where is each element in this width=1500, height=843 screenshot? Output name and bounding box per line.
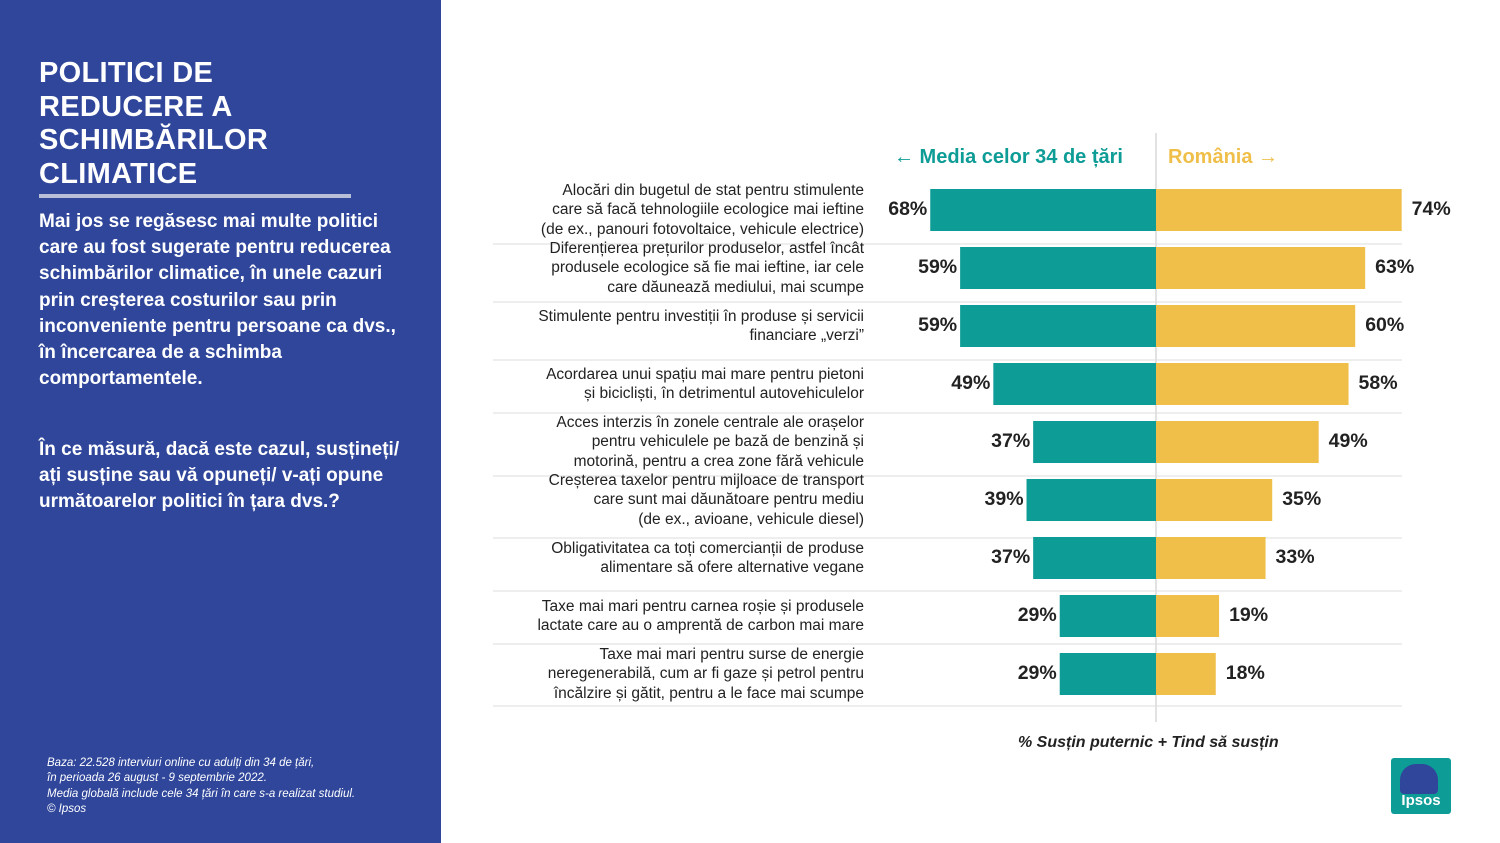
category-label: Alocări din bugetul de stat pentru stimu… xyxy=(540,181,864,238)
bar-global-average xyxy=(960,305,1156,347)
category-label: Creșterea taxelor pentru mijloace de tra… xyxy=(548,471,864,528)
title-divider xyxy=(39,194,351,198)
value-label-global-average: 59% xyxy=(918,314,958,336)
bar-romania xyxy=(1156,305,1356,347)
bar-global-average xyxy=(1059,653,1156,695)
page-title: POLITICI DE REDUCERE A SCHIMBĂRILOR CLIM… xyxy=(39,57,269,190)
bar-global-average xyxy=(960,247,1156,289)
bar-romania xyxy=(1156,595,1220,637)
value-label-global-average: 37% xyxy=(991,546,1031,568)
value-label-global-average: 59% xyxy=(918,256,958,278)
category-label: Acordarea unui spațiu mai mare pentru pi… xyxy=(546,365,864,403)
value-label-romania: 49% xyxy=(1328,430,1368,452)
category-label: Stimulente pentru investiții în produse … xyxy=(538,307,864,345)
value-label-romania: 18% xyxy=(1225,662,1265,684)
category-label: Diferențierea prețurilor produselor, ast… xyxy=(549,239,864,296)
ipsos-logo: Ipsos xyxy=(1391,758,1451,814)
footnote: Baza: 22.528 interviuri online cu adulți… xyxy=(47,756,427,817)
category-label: Acces interzis în zonele centrale ale or… xyxy=(556,413,864,470)
value-label-romania: 60% xyxy=(1365,314,1405,336)
value-label-global-average: 37% xyxy=(991,430,1031,452)
footnote-line: Media globală include cele 34 țări în ca… xyxy=(47,787,356,800)
bar-romania xyxy=(1156,653,1216,695)
bar-global-average xyxy=(1033,537,1156,579)
bar-global-average xyxy=(1033,421,1156,463)
legend-romania: România → xyxy=(1168,146,1279,168)
value-label-global-average: 49% xyxy=(951,372,991,394)
axis-note: % Susțin puternic + Tind să susțin xyxy=(1018,734,1279,751)
value-label-romania: 19% xyxy=(1229,604,1269,626)
intro-text: Mai jos se regăsesc mai multe politici c… xyxy=(39,211,396,390)
footnote-line: în perioada 26 august - 9 septembrie 202… xyxy=(47,772,267,785)
bar-global-average xyxy=(1026,479,1156,521)
logo-text: Ipsos xyxy=(1401,792,1441,809)
logo-head-icon xyxy=(1400,764,1438,794)
category-label: Taxe mai mari pentru carnea roșie și pro… xyxy=(537,597,864,635)
bar-global-average xyxy=(930,189,1156,231)
left-panel: POLITICI DE REDUCERE A SCHIMBĂRILOR CLIM… xyxy=(0,0,441,843)
value-label-romania: 74% xyxy=(1411,198,1451,220)
value-label-global-average: 29% xyxy=(1017,604,1057,626)
category-label: Taxe mai mari pentru surse de energie ner… xyxy=(547,645,864,702)
bar-romania xyxy=(1156,537,1266,579)
bar-romania xyxy=(1156,421,1319,463)
value-label-romania: 63% xyxy=(1375,256,1415,278)
bar-global-average xyxy=(1059,595,1156,637)
question-text: În ce măsură, dacă este cazul, susțineți… xyxy=(39,439,400,513)
value-label-global-average: 68% xyxy=(888,198,928,220)
value-label-romania: 58% xyxy=(1358,372,1398,394)
footnote-line: © Ipsos xyxy=(47,802,87,815)
bar-romania xyxy=(1156,189,1402,231)
bar-romania xyxy=(1156,247,1366,289)
value-label-global-average: 29% xyxy=(1017,662,1057,684)
legend-global-average: ← Media celor 34 de țări xyxy=(894,146,1123,168)
footnote-line: Baza: 22.528 interviuri online cu adulți… xyxy=(47,757,315,769)
value-label-romania: 33% xyxy=(1275,546,1315,568)
bar-romania xyxy=(1156,363,1349,405)
bar-global-average xyxy=(993,363,1156,405)
value-label-global-average: 39% xyxy=(984,488,1024,510)
category-label: Obligativitatea ca toți comercianții de … xyxy=(551,539,864,577)
bar-romania xyxy=(1156,479,1273,521)
value-label-romania: 35% xyxy=(1282,488,1322,510)
